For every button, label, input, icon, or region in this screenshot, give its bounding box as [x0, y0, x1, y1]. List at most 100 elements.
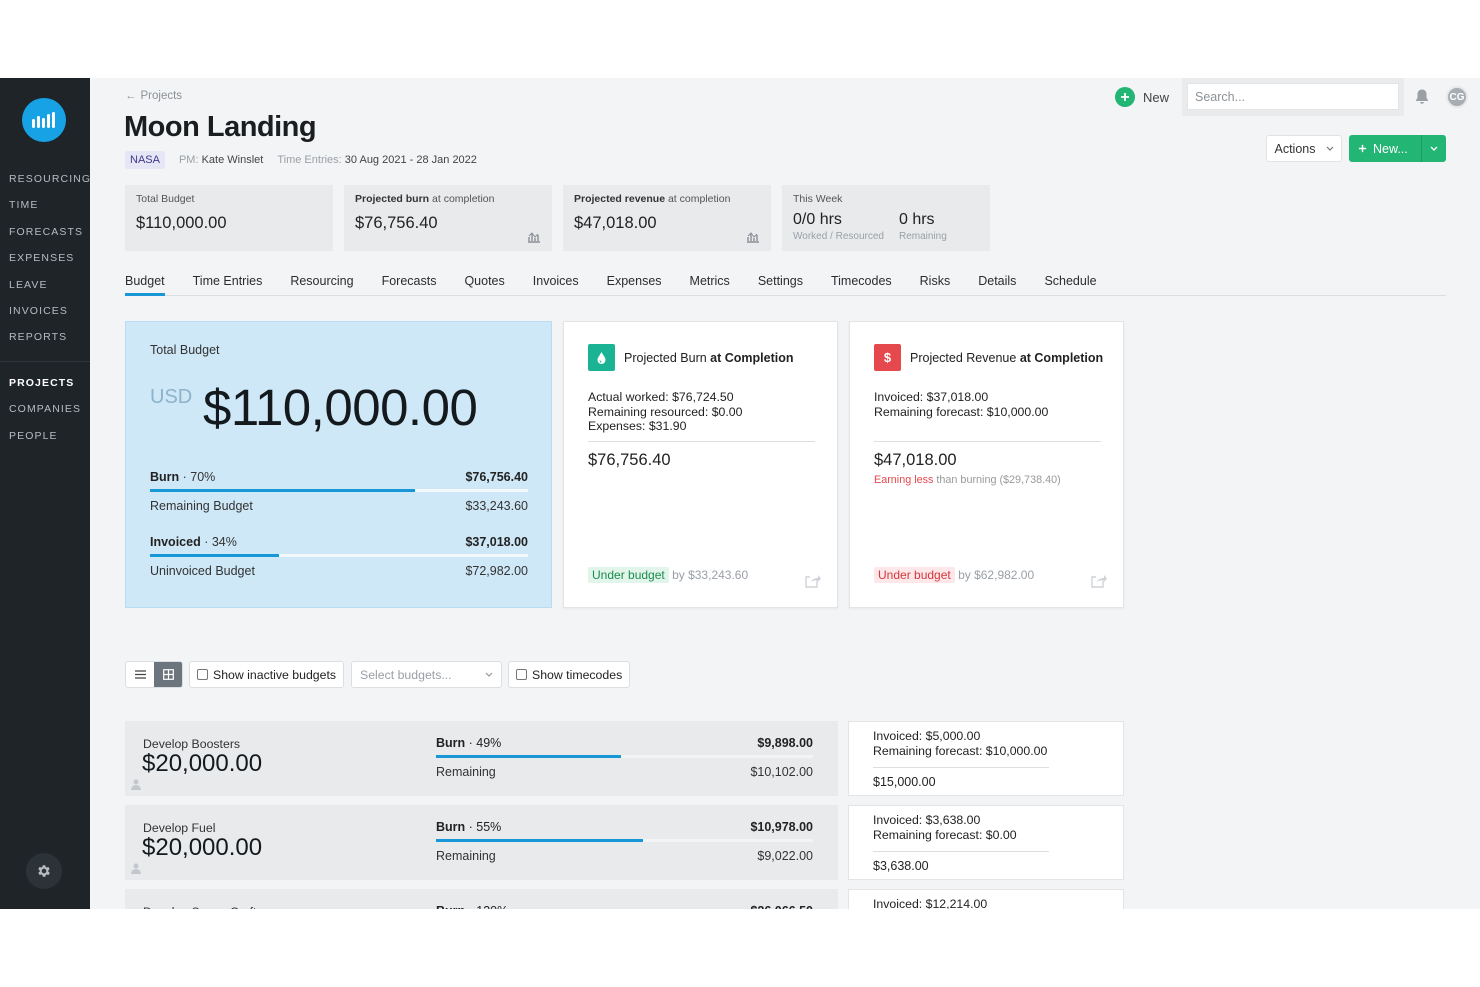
- sidebar-item-expenses[interactable]: EXPENSES: [9, 252, 75, 265]
- divider: [874, 441, 1101, 442]
- share-icon[interactable]: [805, 573, 821, 588]
- grid-icon: [162, 669, 174, 680]
- checkbox[interactable]: [197, 669, 208, 680]
- sidebar-item-reports[interactable]: REPORTS: [9, 331, 68, 344]
- budget-row-burn: Burn · 49% $9,898.00 Remaining $10,102.00: [436, 736, 813, 779]
- tab-forecasts[interactable]: Forecasts: [381, 274, 437, 288]
- invoiced-metric: Invoiced · 34% $37,018.00 Uninvoiced Bud…: [150, 535, 528, 578]
- remaining-value: $9,022.00: [757, 849, 813, 863]
- client-badge[interactable]: NASA: [125, 151, 165, 169]
- projected-revenue-lines: Invoiced: $37,018.00 Remaining forecast: …: [874, 390, 1048, 419]
- search-input[interactable]: [1187, 83, 1399, 110]
- app-logo[interactable]: [22, 98, 66, 142]
- projected-burn-line: Expenses: $31.90: [588, 419, 687, 433]
- breadcrumb[interactable]: ← Projects: [125, 90, 182, 102]
- tab-budget[interactable]: Budget: [125, 268, 165, 296]
- invoiced-progress-fill: [150, 554, 279, 557]
- invoice-total: $15,000.00: [873, 775, 936, 789]
- sidebar-item-leave[interactable]: LEAVE: [9, 278, 48, 291]
- chevron-down-icon: [1430, 146, 1438, 151]
- chart-icon[interactable]: [527, 231, 541, 243]
- budget-row-invoice-card: Invoiced: $3,638.00 Remaining forecast: $…: [848, 805, 1124, 880]
- sidebar-item-invoices[interactable]: INVOICES: [9, 304, 68, 317]
- under-budget-badge: Under budget: [874, 567, 955, 583]
- show-inactive-label: Show inactive budgets: [213, 667, 337, 682]
- time-entries-range: Time Entries: 30 Aug 2021 - 28 Jan 2022: [277, 154, 477, 166]
- share-icon[interactable]: [1091, 573, 1107, 588]
- view-toggle: [125, 661, 183, 688]
- tab-quotes[interactable]: Quotes: [464, 274, 505, 288]
- burn-value: $26,066.50: [750, 904, 813, 909]
- tab-time-entries[interactable]: Time Entries: [192, 274, 263, 288]
- checkbox[interactable]: [516, 669, 527, 680]
- summary-label: This Week: [793, 193, 843, 205]
- show-timecodes-toggle[interactable]: Show timecodes: [508, 661, 631, 688]
- projected-revenue-line: Invoiced: $37,018.00: [874, 390, 989, 404]
- budget-row-burn: Burn · 55% $10,978.00 Remaining $9,022.00: [436, 820, 813, 863]
- bell-icon[interactable]: [1414, 88, 1430, 106]
- tab-risks[interactable]: Risks: [919, 274, 951, 288]
- user-avatar[interactable]: CG: [1446, 86, 1468, 108]
- burn-progress-fill: [436, 755, 621, 758]
- summary-projected-burn: Projected burn at completion $76,756.40: [344, 185, 552, 251]
- logo-icon: [32, 112, 55, 128]
- tab-expenses[interactable]: Expenses: [606, 274, 662, 288]
- chevron-down-icon: [485, 672, 493, 677]
- sidebar-item-resourcing[interactable]: RESOURCING: [9, 173, 92, 185]
- sidebar-item-time[interactable]: TIME: [9, 199, 39, 212]
- burn-progress-fill: [436, 839, 644, 842]
- top-new-button[interactable]: New: [1115, 86, 1169, 108]
- sidebar-item-people[interactable]: PEOPLE: [9, 429, 58, 442]
- tab-schedule[interactable]: Schedule: [1044, 274, 1097, 288]
- budget-row[interactable]: Develop Space Craft Burn · 130% $26,066.50: [125, 889, 838, 909]
- invoice-total: $3,638.00: [873, 859, 929, 873]
- sidebar-divider: [0, 361, 90, 362]
- budget-row-burn: Burn · 130% $26,066.50: [436, 904, 813, 909]
- chart-icon[interactable]: [746, 231, 760, 243]
- projected-revenue-title: Projected Revenue at Completion: [910, 350, 1104, 365]
- actions-dropdown[interactable]: Actions: [1266, 135, 1342, 162]
- projected-burn-total: $76,756.40: [588, 451, 671, 469]
- burn-progress-bar: [436, 755, 813, 758]
- new-dropdown-toggle[interactable]: [1421, 135, 1446, 162]
- burn-value: $9,898.00: [757, 736, 813, 750]
- budget-card-title: Total Budget: [150, 343, 220, 357]
- select-budgets-dropdown[interactable]: Select budgets...: [351, 661, 502, 688]
- projected-revenue-status: Under budget by $62,982.00: [874, 567, 1034, 583]
- sidebar-item-forecasts[interactable]: FORECASTS: [9, 225, 84, 238]
- invoice-line: Invoiced: $3,638.00: [873, 813, 981, 827]
- invoice-lines: Invoiced: $5,000.00 Remaining forecast: $…: [873, 729, 1047, 758]
- new-menu-button[interactable]: New...: [1349, 135, 1421, 162]
- tab-timecodes[interactable]: Timecodes: [830, 274, 892, 288]
- projected-revenue-card: $ Projected Revenue at Completion Invoic…: [849, 321, 1124, 608]
- new-split-button: New...: [1349, 135, 1446, 162]
- tab-metrics[interactable]: Metrics: [689, 274, 730, 288]
- project-manager: PM: Kate Winslet: [178, 154, 264, 166]
- gear-icon: [38, 865, 50, 877]
- budget-row-invoice-card: Invoiced: $5,000.00 Remaining forecast: $…: [848, 721, 1124, 796]
- tab-resourcing[interactable]: Resourcing: [290, 274, 354, 288]
- invoice-line: Remaining forecast: $10,000.00: [873, 743, 1048, 758]
- summary-projected-revenue: Projected revenue at completion $47,018.…: [563, 185, 771, 251]
- tab-settings[interactable]: Settings: [757, 274, 803, 288]
- budget-row-amount: $20,000.00: [142, 834, 263, 861]
- budget-currency: USD: [150, 386, 193, 408]
- tab-details[interactable]: Details: [978, 274, 1017, 288]
- burn-value: $76,756.40: [465, 470, 528, 484]
- remaining-budget-label: Remaining Budget: [150, 499, 253, 513]
- sidebar-item-projects[interactable]: PROJECTS: [9, 377, 75, 389]
- burn-label: Burn · 55%: [436, 820, 502, 834]
- burn-progress-bar: [436, 839, 813, 842]
- settings-button[interactable]: [26, 853, 62, 889]
- tab-invoices[interactable]: Invoices: [532, 274, 579, 288]
- grid-view-button[interactable]: [154, 662, 182, 687]
- show-inactive-budgets-toggle[interactable]: Show inactive budgets: [189, 661, 345, 688]
- sidebar-item-companies[interactable]: COMPANIES: [9, 403, 82, 416]
- new-button-label: New...: [1373, 141, 1408, 156]
- list-view-button[interactable]: [126, 662, 154, 687]
- uninvoiced-budget-value: $72,982.00: [465, 564, 528, 578]
- budget-row[interactable]: Develop Fuel $20,000.00 Burn · 55% $10,978.…: [125, 805, 838, 880]
- budget-row[interactable]: Develop Boosters $20,000.00 Burn · 49% $9,8…: [125, 721, 838, 796]
- summary-label: Projected revenue at completion: [574, 193, 731, 205]
- plus-icon: [1358, 144, 1367, 153]
